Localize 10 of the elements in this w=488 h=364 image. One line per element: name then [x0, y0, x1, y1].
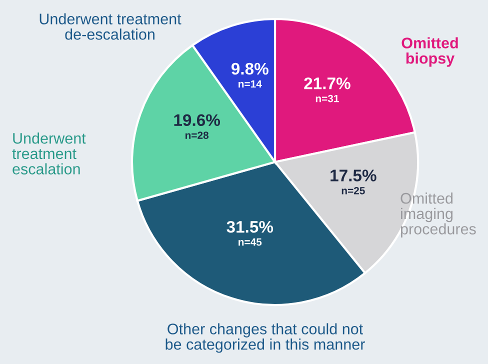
data-label: 17.5% n=25: [330, 170, 376, 194]
data-label: 31.5% n=45: [226, 220, 274, 246]
slice-label: Omitted imaging procedures: [400, 192, 476, 238]
slice-label: Omitted biopsy: [402, 37, 458, 67]
data-label: 19.6% n=28: [174, 114, 220, 139]
slice-label: Other changes that could not be categorized in this manner: [166, 323, 365, 353]
data-label: 21.7% n=31: [304, 77, 350, 102]
slice-label: Underwent treatment de-escalation: [40, 13, 182, 40]
data-label: 9.8% n=14: [231, 62, 268, 88]
slice-label: Underwent treatment escalation: [12, 132, 86, 174]
